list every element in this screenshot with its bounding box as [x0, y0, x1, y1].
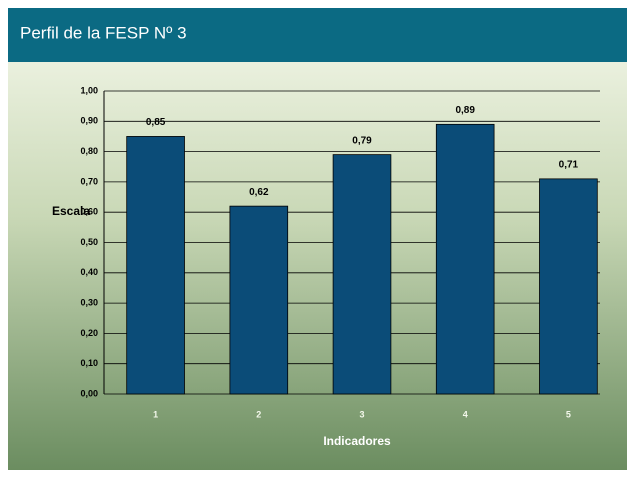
- y-tick-label: 0,80: [80, 146, 98, 156]
- data-label: 0,62: [249, 187, 269, 198]
- x-tick-label: 4: [463, 409, 468, 419]
- x-tick-label: 5: [566, 409, 571, 419]
- y-tick-label: 0,70: [80, 176, 98, 186]
- data-label: 0,71: [559, 160, 579, 171]
- y-tick-label: 0,90: [80, 116, 98, 126]
- y-tick-label: 0,20: [80, 328, 98, 338]
- y-tick-label: 0,00: [80, 388, 98, 398]
- bar: [126, 136, 185, 395]
- y-tick-label: 0,40: [80, 267, 98, 277]
- header-title: Perfil de la FESP Nº 3: [20, 23, 187, 42]
- bar: [229, 205, 289, 395]
- bar: [332, 154, 392, 395]
- y-tick-label: 1,00: [80, 85, 98, 95]
- data-label: 0,85: [146, 117, 166, 128]
- slide-background: [8, 8, 627, 470]
- x-tick-label: 2: [256, 409, 261, 419]
- y-tick-label: 0,10: [80, 358, 98, 368]
- data-label: 0,89: [455, 105, 475, 116]
- y-axis-label: Escala: [52, 204, 90, 218]
- x-tick-label: 3: [359, 409, 364, 419]
- x-axis-label: Indicadores: [323, 434, 391, 448]
- header-bar: [8, 8, 627, 62]
- bar: [539, 178, 598, 395]
- data-label: 0,79: [352, 135, 372, 146]
- y-tick-label: 0,60: [80, 207, 98, 217]
- bar: [435, 123, 495, 395]
- y-tick-label: 0,30: [80, 297, 98, 307]
- x-tick-label: 1: [153, 409, 158, 419]
- y-tick-label: 0,50: [80, 237, 98, 247]
